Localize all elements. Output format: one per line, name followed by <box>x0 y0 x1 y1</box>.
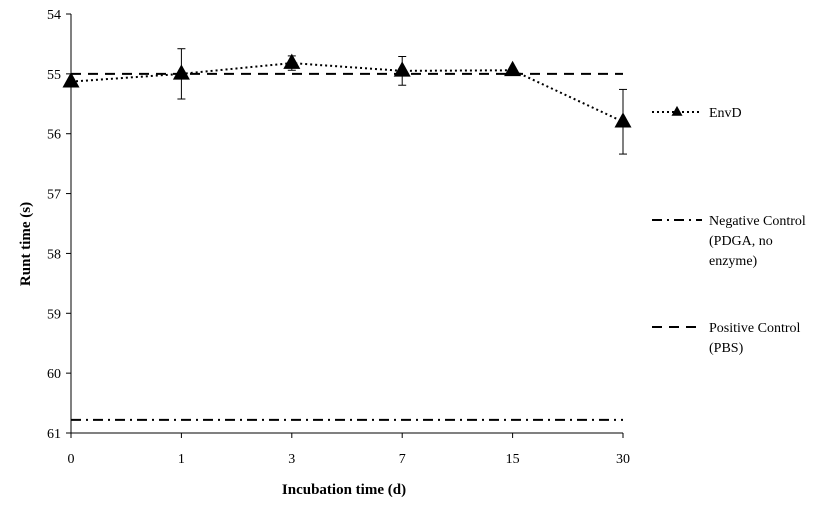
legend-label: Positive Control <box>709 321 801 336</box>
y-axis-title: Runt time (s) <box>18 202 34 286</box>
y-tick-label: 54 <box>47 8 61 23</box>
y-tick-label: 60 <box>47 367 61 382</box>
data-point <box>62 72 80 88</box>
legend-item-0: EnvD <box>652 105 742 121</box>
data-point <box>283 53 301 69</box>
legend-label: (PDGA, no <box>709 234 773 249</box>
legend-item-1: Negative Control (PDGA, no enzyme) <box>652 214 806 269</box>
series-0 <box>62 48 632 155</box>
legend-marker <box>671 105 683 116</box>
data-point <box>393 61 411 77</box>
series-line <box>70 62 624 123</box>
legend-label: EnvD <box>709 106 742 121</box>
y-tick-label: 56 <box>47 128 61 143</box>
legend-label: enzyme) <box>709 254 758 269</box>
data-point <box>172 64 190 80</box>
y-tick-label: 59 <box>47 307 61 322</box>
x-tick-label: 1 <box>178 452 185 467</box>
y-tick-label: 61 <box>47 427 61 442</box>
x-tick-label: 0 <box>68 452 75 467</box>
legend-label: Negative Control <box>709 214 806 229</box>
x-tick-label: 7 <box>399 452 406 467</box>
legend: EnvD Negative Control (PDGA, no enzyme) Posi… <box>652 105 806 356</box>
x-tick-label: 30 <box>616 452 630 467</box>
data-point <box>504 60 522 77</box>
legend-item-2: Positive Control (PBS) <box>652 321 801 356</box>
legend-label: (PBS) <box>709 341 744 356</box>
axes: 54 55 56 57 58 59 60 61 0 1 3 7 15 30 <box>47 8 630 467</box>
x-tick-label: 3 <box>288 452 295 467</box>
y-tick-label: 57 <box>47 188 61 203</box>
x-tick-label: 15 <box>506 452 520 467</box>
y-tick-label: 55 <box>47 68 61 83</box>
y-tick-label: 58 <box>47 247 61 262</box>
series-layer <box>62 48 632 421</box>
x-axis-title: Incubation time (d) <box>282 482 406 498</box>
data-point <box>614 112 632 128</box>
